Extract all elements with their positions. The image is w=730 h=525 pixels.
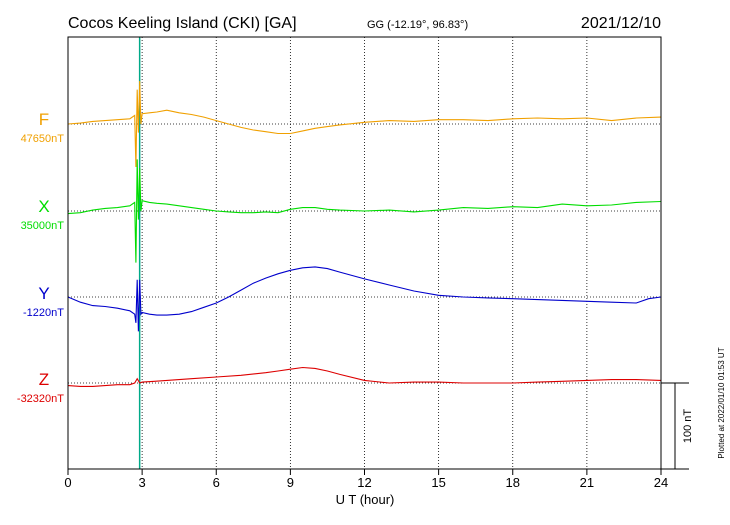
series-line-x (67, 159, 662, 263)
x-axis-label: U T (hour) (336, 492, 395, 507)
plotted-timestamp: Plotted at 2022/01/10 01:53 UT (717, 347, 726, 458)
x-tick-label: 12 (357, 475, 371, 490)
series-labels: F 47650nT X 35000nT Y -1220nT Z -32320nT (17, 110, 64, 405)
series-traces (67, 37, 662, 469)
grid-lines (68, 37, 661, 469)
series-baseline-y: -1220nT (23, 307, 64, 319)
series-name-z: Z (39, 370, 49, 389)
x-tick-label: 15 (431, 475, 445, 490)
series-line-z (67, 366, 662, 387)
series-baseline-f: 47650nT (21, 133, 65, 145)
series-name-y: Y (38, 284, 49, 303)
station-coordinates: GG (-12.19°, 96.83°) (367, 19, 468, 31)
scale-bar-label: 100 nT (682, 409, 694, 444)
series-baseline-x: 35000nT (21, 220, 65, 232)
plot-date: 2021/12/10 (581, 15, 661, 32)
x-tick-label: 21 (580, 475, 594, 490)
x-tick-label: 24 (654, 475, 668, 490)
series-line-f (67, 80, 662, 168)
series-name-f: F (39, 110, 49, 129)
x-tick-label: 9 (287, 475, 294, 490)
series-baseline-z: -32320nT (17, 393, 64, 405)
x-tick-label: 6 (213, 475, 220, 490)
series-line-y (67, 266, 662, 332)
x-tick-label: 18 (506, 475, 520, 490)
x-axis-ticks: 0 3 6 9 12 15 18 21 24 (64, 469, 668, 490)
series-name-x: X (38, 197, 49, 216)
x-tick-label: 3 (139, 475, 146, 490)
x-tick-label: 0 (64, 475, 71, 490)
station-title: Cocos Keeling Island (CKI) [GA] (68, 15, 297, 32)
scale-bar: 100 nT (661, 382, 694, 470)
